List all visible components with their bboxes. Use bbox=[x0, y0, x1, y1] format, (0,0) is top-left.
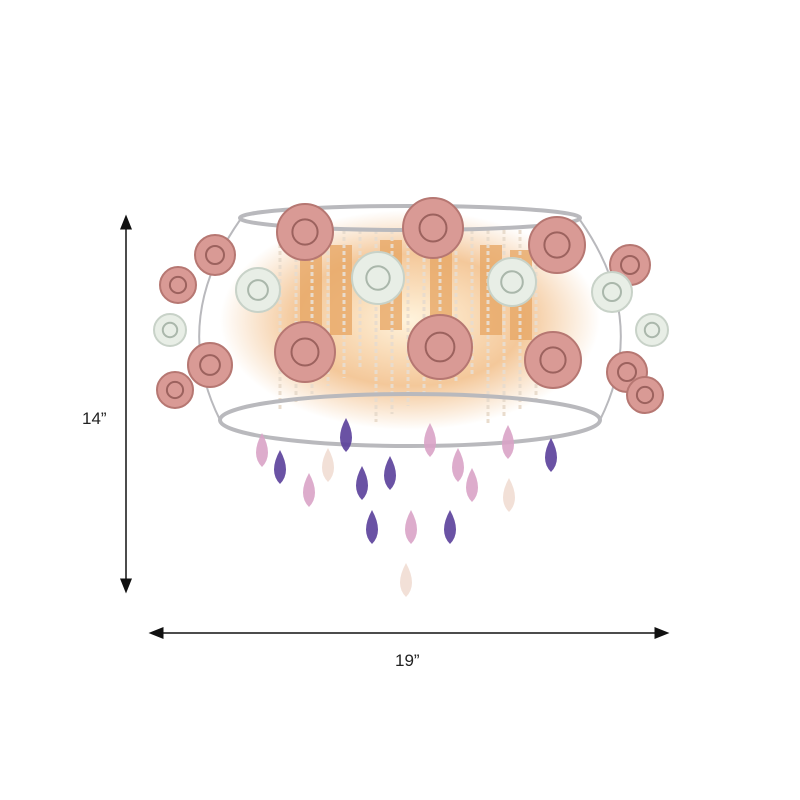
width-dimension-label: 19” bbox=[395, 651, 420, 670]
rose bbox=[187, 342, 233, 388]
rose bbox=[402, 197, 464, 259]
gold-tube bbox=[430, 240, 452, 330]
crystal-drop bbox=[545, 438, 557, 472]
rose-center bbox=[199, 354, 221, 376]
rose bbox=[153, 313, 187, 347]
crystal-drop bbox=[340, 418, 352, 452]
height-dimension-label: 14” bbox=[82, 409, 107, 428]
crystal-drop bbox=[256, 433, 268, 467]
rose-center bbox=[424, 331, 456, 363]
crystal-drop bbox=[466, 468, 478, 502]
rose-center bbox=[365, 265, 391, 291]
rose bbox=[194, 234, 236, 276]
rose-center bbox=[543, 231, 571, 259]
rose-center bbox=[247, 279, 269, 301]
rose bbox=[276, 203, 334, 261]
crystal-drop bbox=[303, 473, 315, 507]
rose bbox=[591, 271, 633, 313]
rose-center bbox=[643, 321, 661, 339]
rose bbox=[274, 321, 336, 383]
crystal-drop bbox=[274, 450, 286, 484]
rose-center bbox=[168, 275, 188, 295]
rose bbox=[524, 331, 582, 389]
frame-side bbox=[579, 219, 622, 421]
crystal-drop bbox=[503, 478, 515, 512]
crystal-drop bbox=[444, 510, 456, 544]
gold-tube bbox=[330, 245, 352, 335]
rose-center bbox=[500, 270, 524, 294]
rose bbox=[407, 314, 473, 380]
crystal-drop bbox=[322, 448, 334, 482]
crystal-drop bbox=[366, 510, 378, 544]
rose bbox=[351, 251, 405, 305]
rose-center bbox=[291, 218, 319, 246]
rose bbox=[528, 216, 586, 274]
crystal-drop bbox=[405, 510, 417, 544]
rose-center bbox=[418, 213, 448, 243]
rose bbox=[487, 257, 537, 307]
chandelier bbox=[153, 197, 669, 597]
rose bbox=[159, 266, 197, 304]
crystal-drop bbox=[400, 563, 412, 597]
rose-center bbox=[205, 245, 225, 265]
crystal-drop bbox=[424, 423, 436, 457]
rose bbox=[626, 376, 664, 414]
rose-center bbox=[165, 380, 185, 400]
crystal-drop bbox=[502, 425, 514, 459]
rose-center bbox=[635, 385, 655, 405]
rose-center bbox=[617, 362, 637, 382]
rose-center bbox=[290, 337, 320, 367]
rose bbox=[235, 267, 281, 313]
crystal-drop bbox=[452, 448, 464, 482]
rose-center bbox=[161, 321, 179, 339]
rose bbox=[635, 313, 669, 347]
rose-center bbox=[602, 282, 622, 302]
crystal-drop bbox=[384, 456, 396, 490]
rose-center bbox=[539, 346, 567, 374]
rose bbox=[156, 371, 194, 409]
rose-center bbox=[620, 255, 640, 275]
crystal-drop bbox=[356, 466, 368, 500]
